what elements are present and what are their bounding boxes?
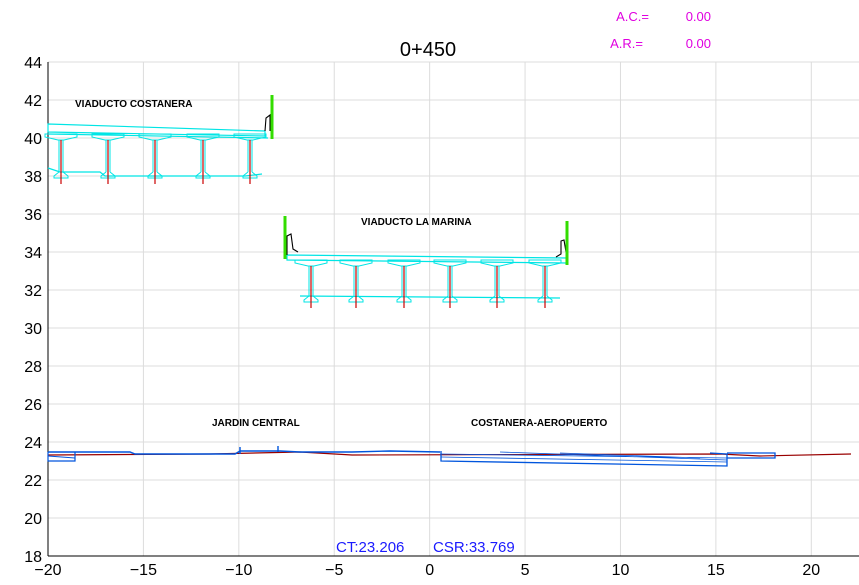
girder [339,259,373,308]
marina-barrier-left [286,233,299,255]
ground-profile [47,446,852,467]
y-tick-label: 26 [24,397,42,414]
girder [480,259,514,308]
x-tick-label: 15 [707,562,725,579]
label-jardin-central: JARDIN CENTRAL [212,418,300,429]
y-tick-label: 18 [24,549,42,566]
x-tick-label: 10 [612,562,630,579]
y-tick-label: 34 [24,245,42,262]
y-tick-label: 24 [24,435,42,452]
y-axis-tick-labels: 18 20 22 24 26 28 30 32 34 36 38 40 42 44 [24,55,42,566]
y-tick-label: 30 [24,321,42,338]
x-tick-label: 20 [802,562,820,579]
x-axis-tick-labels: −20 −15 −10 −5 0 5 10 15 20 [34,562,820,579]
y-tick-label: 28 [24,359,42,376]
y-tick-label: 22 [24,473,42,490]
ar-label: A.R.= [610,36,643,51]
x-tick-label: −10 [225,562,252,579]
x-tick-label: −20 [34,562,61,579]
costanera-barrier [264,113,271,132]
y-tick-label: 38 [24,169,42,186]
y-tick-label: 36 [24,207,42,224]
girder [294,259,328,308]
y-tick-label: 44 [24,55,42,72]
ac-label: A.C.= [616,9,649,24]
y-tick-label: 40 [24,131,42,148]
girder [387,259,421,308]
label-viaducto-costanera: VIADUCTO COSTANERA [75,99,192,110]
viaduct-la-marina [286,254,568,308]
girder [44,133,78,184]
girder [433,259,467,308]
girder [138,133,172,184]
x-tick-label: −15 [130,562,157,579]
ct-value: CT:23.206 [336,539,404,556]
y-tick-label: 32 [24,283,42,300]
x-tick-label: −5 [325,562,343,579]
girder [233,133,267,184]
y-tick-label: 42 [24,93,42,110]
ac-value: 0.00 [686,9,711,24]
x-tick-label: 0 [425,562,434,579]
label-costanera-aeropuerto: COSTANERA-AEROPUERTO [471,418,608,429]
csr-value: CSR:33.769 [433,539,515,556]
station-title: 0+450 [400,39,456,61]
y-tick-label: 20 [24,511,42,528]
girder [528,259,562,308]
girder [91,133,125,184]
girder [186,133,220,184]
viaduct-costanera [44,123,269,184]
x-tick-label: 5 [521,562,530,579]
marina-barrier-right [555,239,568,259]
label-viaducto-la-marina: VIADUCTO LA MARINA [361,217,472,228]
ar-value: 0.00 [686,36,711,51]
